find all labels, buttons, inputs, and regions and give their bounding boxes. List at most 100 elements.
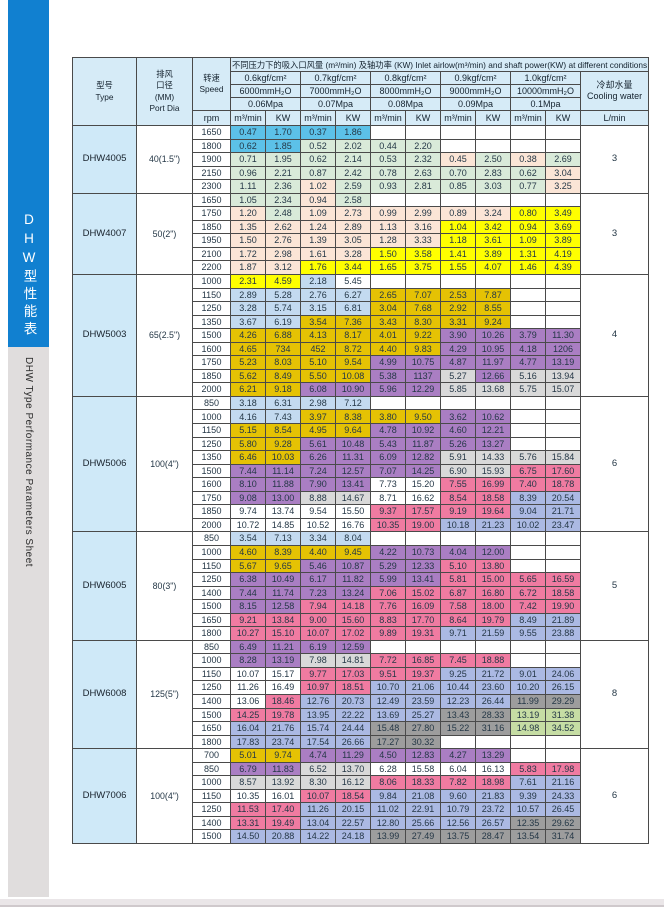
rpm-cell: 1800 — [192, 138, 231, 154]
value-cell: 13.41 — [335, 477, 371, 492]
value-cell — [475, 192, 511, 208]
table-row: 1150 5.67 9.65 5.46 10.87 5.29 12.33 5.10 13.80 — [73, 558, 649, 574]
pressure-kgf-header-1: 0.7kgf/cm² — [300, 71, 371, 85]
value-cell: 13.19 — [265, 653, 301, 668]
value-cell — [510, 301, 546, 316]
value-cell — [510, 531, 546, 546]
value-cell — [510, 544, 546, 560]
value-cell: 19.37 — [405, 666, 441, 682]
value-cell: 6.72 — [510, 585, 546, 601]
value-cell: 19.90 — [545, 599, 581, 614]
value-cell: 10.08 — [335, 368, 371, 384]
value-cell: 0.89 — [440, 206, 476, 221]
value-cell: 5.67 — [230, 558, 266, 574]
sidebar-banner-blue: DHW型性能表 — [8, 0, 49, 347]
value-cell: 0.93 — [370, 179, 406, 194]
value-cell — [440, 192, 476, 208]
cooling-water-cell: 6 — [579, 748, 650, 844]
value-cell: 2.31 — [230, 274, 266, 289]
rpm-cell: 1850 — [192, 219, 231, 235]
value-cell: 13.99 — [370, 829, 406, 844]
value-cell: 4.60 — [440, 423, 476, 438]
value-cell: 9.74 — [265, 748, 301, 763]
value-cell: 13.80 — [475, 558, 511, 574]
value-cell: 17.54 — [300, 734, 336, 750]
value-cell — [440, 274, 476, 289]
rpm-cell: 1900 — [192, 152, 231, 167]
value-cell: 0.37 — [300, 125, 336, 140]
value-cell: 3.97 — [300, 409, 336, 425]
value-cell: 8.72 — [335, 341, 371, 357]
value-cell — [510, 287, 546, 303]
value-cell: 8.39 — [510, 490, 546, 506]
pressure-mpa-header-3: 0.09Mpa — [440, 97, 511, 111]
value-cell — [440, 639, 476, 655]
value-cell: 6.75 — [510, 463, 546, 479]
value-cell: 17.57 — [405, 504, 441, 519]
value-cell: 3.03 — [475, 179, 511, 194]
rpm-unit-header: rpm — [192, 110, 231, 126]
value-cell: 13.31 — [230, 815, 266, 831]
col-header-model: 型号 Type — [72, 57, 137, 126]
value-cell — [510, 734, 546, 750]
value-cell: 1.11 — [230, 179, 266, 194]
value-cell: 19.78 — [265, 707, 301, 723]
value-cell — [405, 274, 441, 289]
value-cell: 5.28 — [265, 287, 301, 303]
value-cell — [545, 531, 581, 546]
value-cell: 12.58 — [265, 599, 301, 614]
value-cell — [405, 639, 441, 655]
rpm-cell: 850 — [192, 761, 231, 777]
model-cell: DHW5003 — [72, 274, 137, 397]
value-cell: 1.95 — [265, 152, 301, 167]
value-cell: 20.88 — [265, 829, 301, 844]
power-unit-header-2: KW — [405, 110, 441, 126]
value-cell: 16.13 — [475, 761, 511, 777]
value-cell: 6.17 — [300, 572, 336, 587]
value-cell: 12.80 — [370, 815, 406, 831]
value-cell: 2.32 — [405, 152, 441, 167]
value-cell: 15.58 — [405, 761, 441, 777]
value-cell: 9.83 — [405, 341, 441, 357]
value-cell: 7.73 — [370, 477, 406, 492]
value-cell: 4.26 — [230, 328, 266, 343]
value-cell: 8.30 — [405, 314, 441, 330]
value-cell: 0.71 — [230, 152, 266, 167]
value-cell: 15.07 — [545, 382, 581, 397]
value-cell: 9.84 — [370, 788, 406, 804]
value-cell: 15.20 — [405, 477, 441, 492]
value-cell: 19.31 — [405, 626, 441, 641]
port-dia-cell: 100(4") — [136, 395, 193, 533]
port-dia-cell: 65(2.5") — [136, 274, 193, 397]
value-cell: 6.28 — [370, 761, 406, 777]
value-cell: 4.13 — [300, 328, 336, 343]
value-cell: 11.26 — [300, 802, 336, 817]
rpm-cell: 2100 — [192, 246, 231, 262]
value-cell — [510, 274, 546, 289]
value-cell: 17.03 — [335, 666, 371, 682]
value-cell: 8.10 — [230, 477, 266, 492]
value-cell: 3.04 — [370, 301, 406, 316]
value-cell: 0.45 — [440, 152, 476, 167]
cooling-unit-header: L/min — [579, 110, 650, 126]
value-cell — [440, 395, 476, 411]
value-cell: 1.35 — [230, 219, 266, 235]
value-cell: 1.76 — [300, 260, 336, 275]
pressure-kgf-header-4: 1.0kgf/cm² — [510, 71, 581, 85]
value-cell: 31.38 — [545, 707, 581, 723]
model-cell: DHW6005 — [72, 531, 137, 641]
value-cell: 4.39 — [545, 260, 581, 275]
value-cell: 10.07 — [300, 788, 336, 804]
rpm-cell: 850 — [192, 395, 231, 411]
value-cell: 7.94 — [300, 599, 336, 614]
value-cell: 8.38 — [335, 409, 371, 425]
value-cell: 17.02 — [335, 626, 371, 641]
rpm-cell: 2200 — [192, 260, 231, 275]
value-cell: 3.80 — [370, 409, 406, 425]
value-cell: 15.17 — [265, 666, 301, 682]
value-cell: 5.10 — [440, 558, 476, 574]
value-cell: 21.16 — [545, 775, 581, 790]
value-cell: 3.04 — [545, 165, 581, 181]
rpm-cell: 1000 — [192, 775, 231, 790]
value-cell: 23.74 — [265, 734, 301, 750]
